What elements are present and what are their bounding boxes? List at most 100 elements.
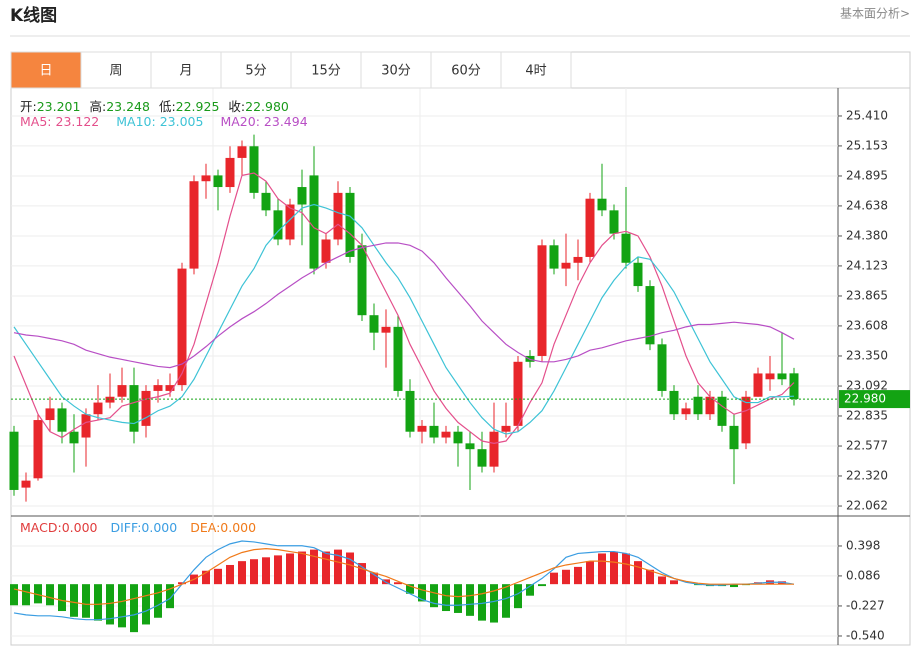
- candle-body: [201, 175, 211, 182]
- indicator-line: [13, 540, 795, 621]
- macd-bar: [178, 582, 186, 585]
- tab[interactable]: [500, 51, 572, 89]
- last-price-label: 22.980: [844, 392, 886, 406]
- candle-body: [753, 373, 763, 397]
- candle-body: [9, 431, 19, 490]
- macd-bar: [406, 584, 414, 594]
- macd-bar: [586, 561, 594, 585]
- tab[interactable]: [290, 51, 362, 89]
- y-tick-label: 25.410: [846, 108, 888, 122]
- candle-body: [345, 192, 355, 257]
- legend-item: MACD:0.000: [20, 520, 97, 535]
- candle-body: [441, 431, 451, 438]
- tab[interactable]: [80, 51, 152, 89]
- candle-body: [549, 245, 559, 269]
- tab-label[interactable]: 4时: [525, 64, 546, 79]
- ohlc-label: 低:: [158, 99, 176, 114]
- macd-bar: [94, 584, 102, 621]
- macd-bar: [58, 584, 66, 612]
- page-title: K线图: [10, 5, 57, 26]
- y-tick-label: 23.092: [846, 379, 888, 393]
- y-tick-label: 0.398: [846, 538, 880, 552]
- fundamental-link[interactable]: 基本面分析>: [840, 7, 910, 21]
- macd-bar: [430, 584, 438, 608]
- legend-item: DIFF:0.000: [110, 520, 177, 535]
- y-tick-label: 22.835: [846, 408, 888, 422]
- candle-body: [573, 256, 583, 263]
- candle-body: [333, 192, 343, 240]
- macd-bar: [154, 584, 162, 618]
- macd-bar: [142, 584, 150, 625]
- candle-body: [597, 198, 607, 211]
- macd-bar: [46, 584, 54, 606]
- tab[interactable]: [430, 51, 502, 89]
- candle-body: [273, 210, 283, 240]
- tab-label[interactable]: 15分: [311, 64, 341, 79]
- ohlc-item: 高:23.248: [89, 96, 149, 115]
- macd-bar: [106, 584, 114, 625]
- macd-bar: [598, 553, 606, 585]
- tab[interactable]: [220, 51, 292, 89]
- macd-bar: [286, 553, 294, 585]
- candle-body: [69, 431, 79, 444]
- y-tick-label: 0.086: [846, 568, 880, 582]
- macd-bar: [10, 584, 18, 606]
- candle-body: [465, 443, 475, 450]
- candle-body: [705, 396, 715, 415]
- legend-value: 0.000: [220, 520, 257, 535]
- y-tick-label: 23.350: [846, 348, 888, 362]
- macd-bar: [262, 557, 270, 585]
- y-tick-label: 22.062: [846, 499, 888, 513]
- tab-label[interactable]: 周: [109, 64, 122, 79]
- candle-body: [93, 402, 103, 415]
- tab-label[interactable]: 日: [39, 64, 52, 79]
- tab-label[interactable]: 60分: [451, 64, 481, 79]
- candle-body: [129, 385, 139, 432]
- macd-bar: [118, 584, 126, 628]
- macd-bar: [478, 584, 486, 621]
- candle-body: [777, 373, 787, 380]
- macd-bar: [466, 584, 474, 616]
- ma-legend: MA5: 23.122 MA10: 23.005 MA20: 23.494: [20, 114, 316, 129]
- last-price-box: [839, 390, 910, 409]
- tab[interactable]: [150, 51, 222, 89]
- y-tick-label: 23.865: [846, 288, 888, 302]
- macd-bar: [442, 584, 450, 612]
- candle-body: [297, 187, 307, 205]
- macd-bar: [574, 566, 582, 585]
- y-tick-label: 22.320: [846, 468, 888, 482]
- tab-label[interactable]: 30分: [381, 64, 411, 79]
- indicator-line: [13, 548, 794, 605]
- macd-bar: [454, 584, 462, 613]
- candle-body: [369, 315, 379, 333]
- ohlc-value: 23.201: [36, 99, 81, 114]
- tab[interactable]: [10, 51, 82, 89]
- tab-label[interactable]: 月: [179, 64, 192, 79]
- candle-body: [537, 245, 547, 356]
- candle-body: [513, 361, 523, 426]
- ohlc-value: 22.980: [245, 99, 289, 114]
- macd-bar: [310, 549, 318, 585]
- candle-body: [237, 146, 247, 158]
- macd-bar: [322, 551, 330, 585]
- candle-body: [681, 408, 691, 415]
- ohlc-value: 23.248: [106, 99, 150, 114]
- tab[interactable]: [360, 51, 432, 89]
- y-tick-label: -0.227: [846, 598, 885, 612]
- macd-bar: [34, 584, 42, 604]
- tab-label[interactable]: 5分: [245, 64, 266, 79]
- macd-bar: [130, 584, 138, 633]
- candle-body: [693, 396, 703, 415]
- legend-item: MA20: 23.494: [220, 114, 307, 129]
- macd-bar: [538, 584, 546, 587]
- legend-item: DEA:0.000: [190, 520, 256, 535]
- y-tick-label: -0.540: [846, 628, 885, 642]
- ohlc-value: 22.925: [175, 99, 220, 114]
- ohlc-label: 高:: [89, 99, 107, 114]
- candle-body: [213, 175, 223, 188]
- legend-name: MA5:: [20, 114, 52, 129]
- candle-body: [717, 396, 727, 426]
- macd-bar: [394, 582, 402, 585]
